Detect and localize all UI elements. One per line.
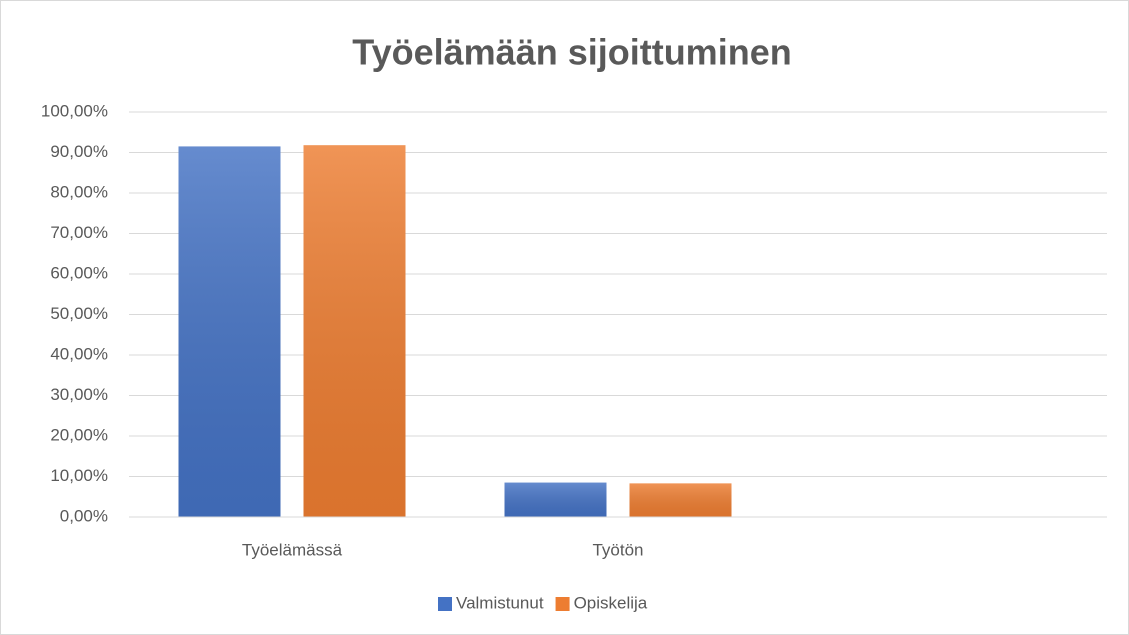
x-tick-label: Työelämässä: [242, 540, 343, 559]
legend-label: Opiskelija: [574, 593, 648, 612]
chart-title: Työelämään sijoittuminen: [352, 32, 791, 73]
bar: [629, 483, 732, 517]
y-tick-label: 70,00%: [50, 223, 108, 242]
y-tick-label: 30,00%: [50, 385, 108, 404]
legend-swatch: [555, 597, 570, 611]
y-tick-label: 80,00%: [50, 182, 108, 201]
bar: [504, 482, 607, 517]
y-tick-label: 0,00%: [60, 506, 108, 525]
y-tick-label: 20,00%: [50, 425, 108, 444]
y-tick-label: 90,00%: [50, 142, 108, 161]
y-tick-label: 10,00%: [50, 466, 108, 485]
y-tick-label: 50,00%: [50, 304, 108, 323]
y-tick-label: 40,00%: [50, 344, 108, 363]
y-tick-label: 100,00%: [41, 101, 108, 120]
y-tick-label: 60,00%: [50, 263, 108, 282]
bar: [178, 146, 281, 518]
legend-swatch: [438, 597, 452, 611]
legend-label: Valmistunut: [456, 593, 544, 612]
bar: [303, 145, 406, 517]
x-tick-label: Työtön: [592, 540, 643, 559]
